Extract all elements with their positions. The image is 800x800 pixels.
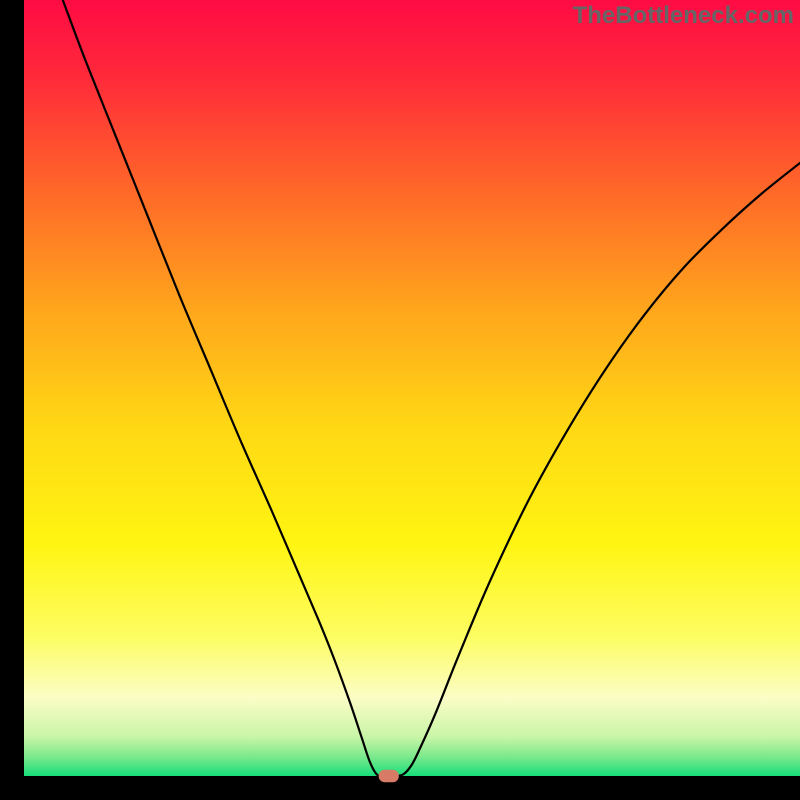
border-left: [0, 0, 24, 800]
bottleneck-chart: TheBottleneck.com: [0, 0, 800, 800]
border-bottom: [0, 776, 800, 800]
chart-svg: [0, 0, 800, 800]
optimal-point-marker: [379, 770, 399, 782]
plot-background: [24, 0, 800, 776]
